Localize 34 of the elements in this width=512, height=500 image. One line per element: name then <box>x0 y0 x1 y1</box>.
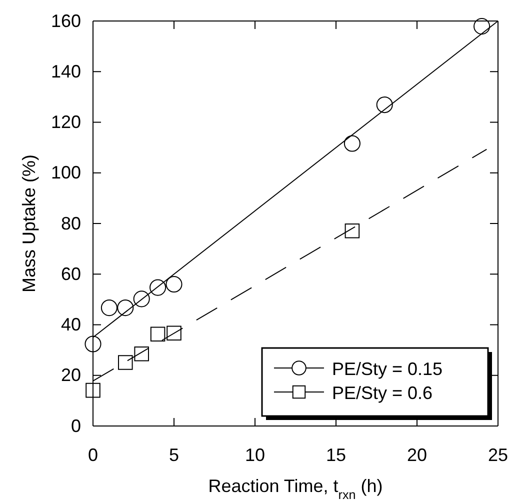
point <box>150 326 166 342</box>
x-axis-title: Reaction Time, t$_{rxn}$ (h) <box>208 476 383 500</box>
y-tick-label: 40 <box>60 314 81 335</box>
point <box>150 279 166 296</box>
y-tick-label: 20 <box>60 365 81 386</box>
x-tick-label: 20 <box>406 444 428 465</box>
y-tick-label: 140 <box>50 61 81 82</box>
point <box>118 355 133 370</box>
y-tick-label: 0 <box>70 416 81 436</box>
x-tick-label: 5 <box>168 444 180 465</box>
point <box>166 276 182 293</box>
y-tick-label: 160 <box>50 10 81 31</box>
point <box>344 223 360 238</box>
point <box>474 18 490 35</box>
point <box>133 290 150 308</box>
legend-label: PE/Sty = 0.15 <box>332 359 443 379</box>
y-tick-label: 100 <box>50 162 81 183</box>
point <box>376 96 393 114</box>
point <box>117 300 134 316</box>
point <box>86 382 100 398</box>
legend-label: PE/Sty = 0.6 <box>332 383 433 403</box>
y-tick-label: 80 <box>60 213 81 234</box>
y-tick-label: 120 <box>50 112 81 132</box>
y-tick-label: 60 <box>60 264 81 284</box>
y-axis-title: Mass Uptake (%) <box>19 154 39 293</box>
point <box>100 300 118 316</box>
x-tick-label: 10 <box>244 444 266 465</box>
point <box>166 326 182 340</box>
x-tick-label: 15 <box>326 444 346 465</box>
point <box>344 135 360 152</box>
point <box>84 336 102 352</box>
x-tick-label: 0 <box>88 444 98 465</box>
x-tick-label: 25 <box>488 444 508 465</box>
point <box>134 346 149 362</box>
